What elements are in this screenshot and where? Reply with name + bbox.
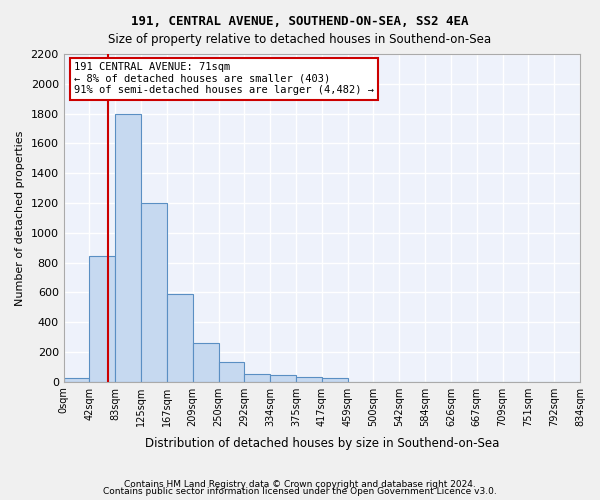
Bar bbox=[218, 362, 244, 382]
Bar bbox=[270, 375, 296, 382]
Bar bbox=[89, 256, 115, 382]
Bar bbox=[167, 294, 193, 382]
Bar bbox=[115, 114, 141, 382]
Text: 191, CENTRAL AVENUE, SOUTHEND-ON-SEA, SS2 4EA: 191, CENTRAL AVENUE, SOUTHEND-ON-SEA, SS… bbox=[131, 15, 469, 28]
Y-axis label: Number of detached properties: Number of detached properties bbox=[15, 130, 25, 306]
Text: Size of property relative to detached houses in Southend-on-Sea: Size of property relative to detached ho… bbox=[109, 32, 491, 46]
Text: Contains HM Land Registry data © Crown copyright and database right 2024.: Contains HM Land Registry data © Crown c… bbox=[124, 480, 476, 489]
Bar bbox=[296, 377, 322, 382]
Bar bbox=[193, 343, 218, 382]
Bar bbox=[322, 378, 347, 382]
Bar bbox=[244, 374, 270, 382]
Text: Contains public sector information licensed under the Open Government Licence v3: Contains public sector information licen… bbox=[103, 488, 497, 496]
Text: 191 CENTRAL AVENUE: 71sqm
← 8% of detached houses are smaller (403)
91% of semi-: 191 CENTRAL AVENUE: 71sqm ← 8% of detach… bbox=[74, 62, 374, 96]
Bar bbox=[64, 378, 89, 382]
X-axis label: Distribution of detached houses by size in Southend-on-Sea: Distribution of detached houses by size … bbox=[145, 437, 499, 450]
Bar bbox=[141, 203, 167, 382]
